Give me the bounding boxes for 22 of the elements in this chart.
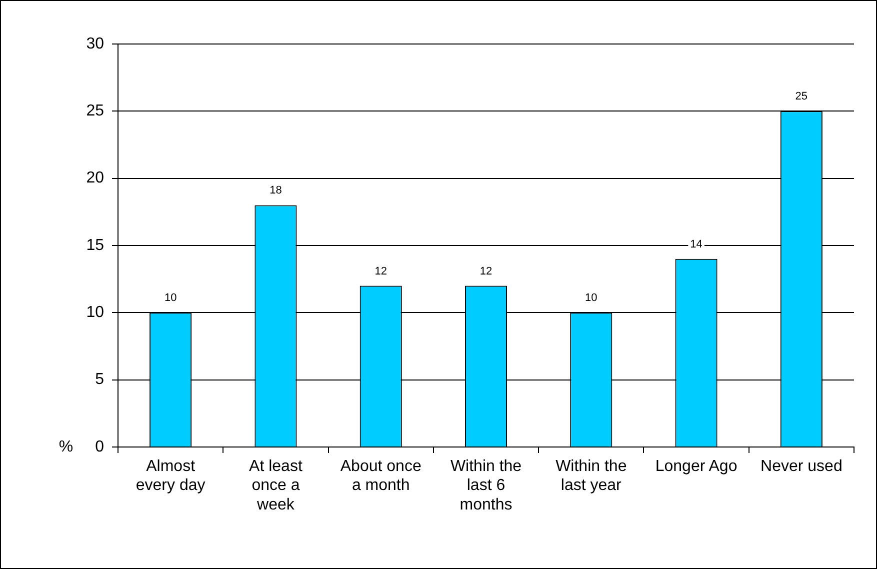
data-label: 25 xyxy=(795,90,808,103)
y-tick-label: 0 xyxy=(95,438,104,456)
data-label: 18 xyxy=(270,184,282,197)
x-tick-label: About once a month xyxy=(340,458,422,494)
x-tick-label: Almost every day xyxy=(136,458,206,494)
x-tick-label: At least once a week xyxy=(249,458,303,514)
y-tick-label: 30 xyxy=(86,35,104,52)
data-label: 12 xyxy=(374,265,387,278)
x-tick-label: Never used xyxy=(760,458,842,476)
data-label: 12 xyxy=(480,265,492,278)
x-tick-label: Longer Ago xyxy=(655,458,738,476)
y-tick-label: 5 xyxy=(95,371,104,388)
x-tick-label: Within the last year xyxy=(556,458,627,494)
y-tick-label: 25 xyxy=(86,102,104,120)
y-tick-label: 10 xyxy=(86,304,104,322)
y-tick-label: 15 xyxy=(86,236,104,254)
data-label: 10 xyxy=(164,292,177,304)
y-axis-title: % xyxy=(58,438,74,456)
data-label: 10 xyxy=(585,292,598,304)
data-label: 14 xyxy=(690,238,702,250)
x-tick-label: Within the last 6 months xyxy=(450,458,522,514)
y-tick-label: 20 xyxy=(86,170,104,187)
